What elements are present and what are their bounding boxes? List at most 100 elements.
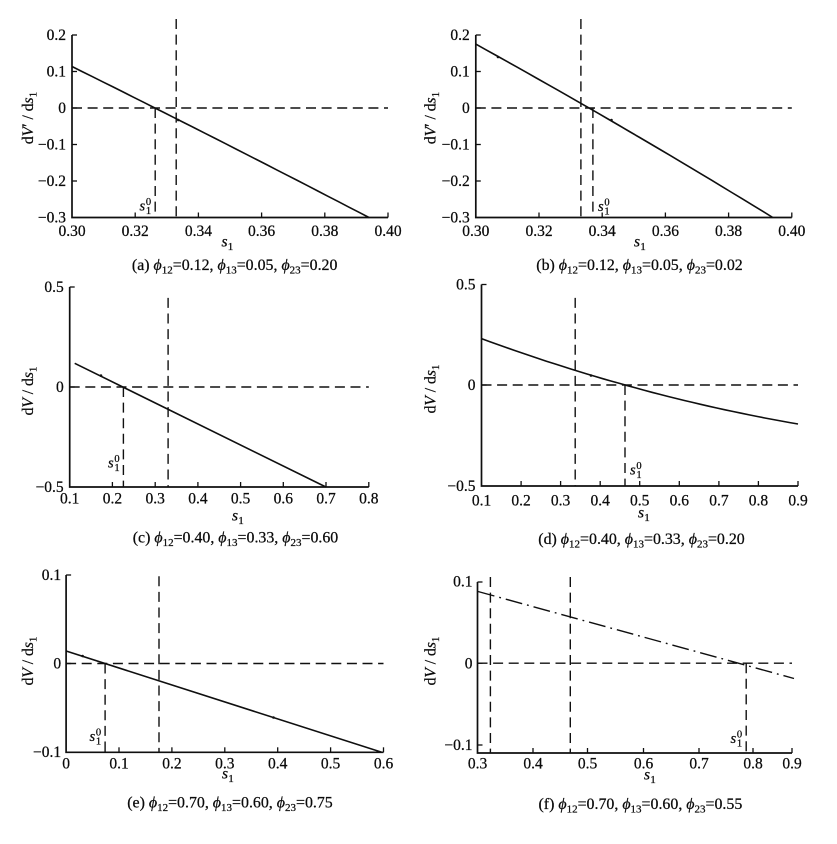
svg-text:(c) ϕ12=0.40, ϕ13=0.33, ϕ23=0.: (c) ϕ12=0.40, ϕ13=0.33, ϕ23=0.60 [133,530,339,550]
svg-text:s: s [90,729,96,745]
svg-text:0.6: 0.6 [670,493,690,510]
svg-text:s: s [644,767,650,784]
svg-text:0.6: 0.6 [274,491,294,508]
svg-text:0.4: 0.4 [591,493,611,510]
svg-text:0.40: 0.40 [778,223,805,240]
svg-text:0.1: 0.1 [472,493,491,510]
svg-text:0.32: 0.32 [122,223,149,240]
svg-text:s: s [140,199,146,215]
svg-text:0: 0 [468,377,476,394]
svg-text:0.1: 0.1 [42,567,61,584]
svg-text:−0.1: −0.1 [442,137,470,154]
svg-text:0.9: 0.9 [782,756,802,773]
svg-text:0.32: 0.32 [525,223,552,240]
svg-text:0.36: 0.36 [248,223,275,240]
svg-text:s: s [634,234,640,251]
svg-text:0: 0 [56,379,64,396]
svg-text:dV / ds1: dV / ds1 [422,637,442,686]
svg-text:0.5: 0.5 [231,491,251,508]
svg-text:0.2: 0.2 [450,27,469,44]
svg-text:0.1: 0.1 [47,64,66,81]
svg-text:0.30: 0.30 [462,223,489,240]
svg-text:0.4: 0.4 [268,756,288,773]
svg-text:0.8: 0.8 [359,491,379,508]
svg-text:0: 0 [114,454,119,465]
svg-text:−0.2: −0.2 [442,173,470,190]
svg-text:0.34: 0.34 [589,223,616,240]
svg-text:0.1: 0.1 [453,574,472,591]
svg-text:−0.1: −0.1 [33,744,61,761]
svg-text:1: 1 [228,241,234,253]
svg-text:1: 1 [737,739,742,750]
svg-text:−0.2: −0.2 [38,173,66,190]
svg-text:0.38: 0.38 [715,223,742,240]
svg-text:0: 0 [58,100,66,117]
svg-text:1: 1 [96,737,101,748]
svg-text:(a) ϕ12=0.12, ϕ13=0.05, ϕ23=0.: (a) ϕ12=0.12, ϕ13=0.05, ϕ23=0.20 [132,257,338,277]
svg-text:0.4: 0.4 [188,491,208,508]
svg-text:0.5: 0.5 [44,279,64,296]
svg-text:0.5: 0.5 [321,756,341,773]
svg-text:dV′ / ds1: dV′ / ds1 [422,92,442,144]
svg-text:−0.3: −0.3 [442,210,470,227]
svg-text:0: 0 [96,728,101,739]
svg-text:0: 0 [604,198,609,209]
svg-text:0.1: 0.1 [60,491,79,508]
svg-text:−0.5: −0.5 [447,478,475,495]
svg-text:1: 1 [636,470,641,481]
svg-text:s: s [222,234,228,251]
svg-text:0.5: 0.5 [630,493,650,510]
svg-text:0.6: 0.6 [634,756,654,773]
svg-text:0: 0 [53,656,61,673]
svg-text:1: 1 [146,206,151,217]
svg-text:0.2: 0.2 [47,27,66,44]
svg-text:0.2: 0.2 [511,493,530,510]
svg-text:dV / ds1: dV / ds1 [20,367,40,416]
svg-text:1: 1 [604,207,609,218]
svg-text:dV′ / ds1: dV′ / ds1 [20,92,40,144]
svg-text:0.7: 0.7 [316,491,336,508]
svg-text:0: 0 [636,461,641,472]
svg-text:0.9: 0.9 [788,493,808,510]
svg-text:1: 1 [650,774,656,786]
svg-text:0.7: 0.7 [709,493,729,510]
svg-text:0.4: 0.4 [523,756,543,773]
svg-text:0.5: 0.5 [578,756,598,773]
svg-text:0.1: 0.1 [450,64,469,81]
svg-text:0: 0 [146,197,151,208]
svg-text:1: 1 [640,241,646,253]
svg-text:0.30: 0.30 [58,223,85,240]
svg-text:0.3: 0.3 [551,493,571,510]
svg-text:0.40: 0.40 [374,223,401,240]
svg-text:0: 0 [62,756,70,773]
svg-text:1: 1 [228,773,234,785]
svg-text:0.2: 0.2 [103,491,122,508]
svg-text:s: s [222,766,228,783]
svg-text:0.8: 0.8 [749,493,769,510]
svg-text:−0.1: −0.1 [444,737,472,754]
svg-text:0.34: 0.34 [185,223,212,240]
svg-text:0.5: 0.5 [456,277,476,294]
svg-text:0.3: 0.3 [468,756,488,773]
svg-text:(b) ϕ12=0.12, ϕ13=0.05, ϕ23=0.: (b) ϕ12=0.12, ϕ13=0.05, ϕ23=0.02 [536,257,742,277]
svg-text:−0.1: −0.1 [38,137,66,154]
svg-text:0.7: 0.7 [689,756,709,773]
svg-text:s: s [630,463,636,479]
svg-text:−0.5: −0.5 [36,479,64,496]
svg-text:0: 0 [465,655,473,672]
svg-text:0.2: 0.2 [162,756,181,773]
svg-text:s: s [598,199,604,215]
svg-text:(e) ϕ12=0.70, ϕ13=0.60, ϕ23=0.: (e) ϕ12=0.70, ϕ13=0.60, ϕ23=0.75 [127,795,333,815]
svg-text:dV / ds1: dV / ds1 [20,637,40,686]
svg-text:0.1: 0.1 [109,756,128,773]
svg-text:s: s [731,731,737,747]
svg-text:0: 0 [462,100,470,117]
svg-text:0: 0 [737,730,742,741]
svg-text:−0.3: −0.3 [38,210,66,227]
svg-text:0.38: 0.38 [311,223,338,240]
svg-text:s: s [232,508,238,525]
svg-text:0.36: 0.36 [652,223,679,240]
svg-text:(f) ϕ12=0.70, ϕ13=0.60, ϕ23=0.: (f) ϕ12=0.70, ϕ13=0.60, ϕ23=0.55 [539,796,743,816]
svg-text:s: s [638,505,644,522]
svg-text:1: 1 [238,515,244,527]
